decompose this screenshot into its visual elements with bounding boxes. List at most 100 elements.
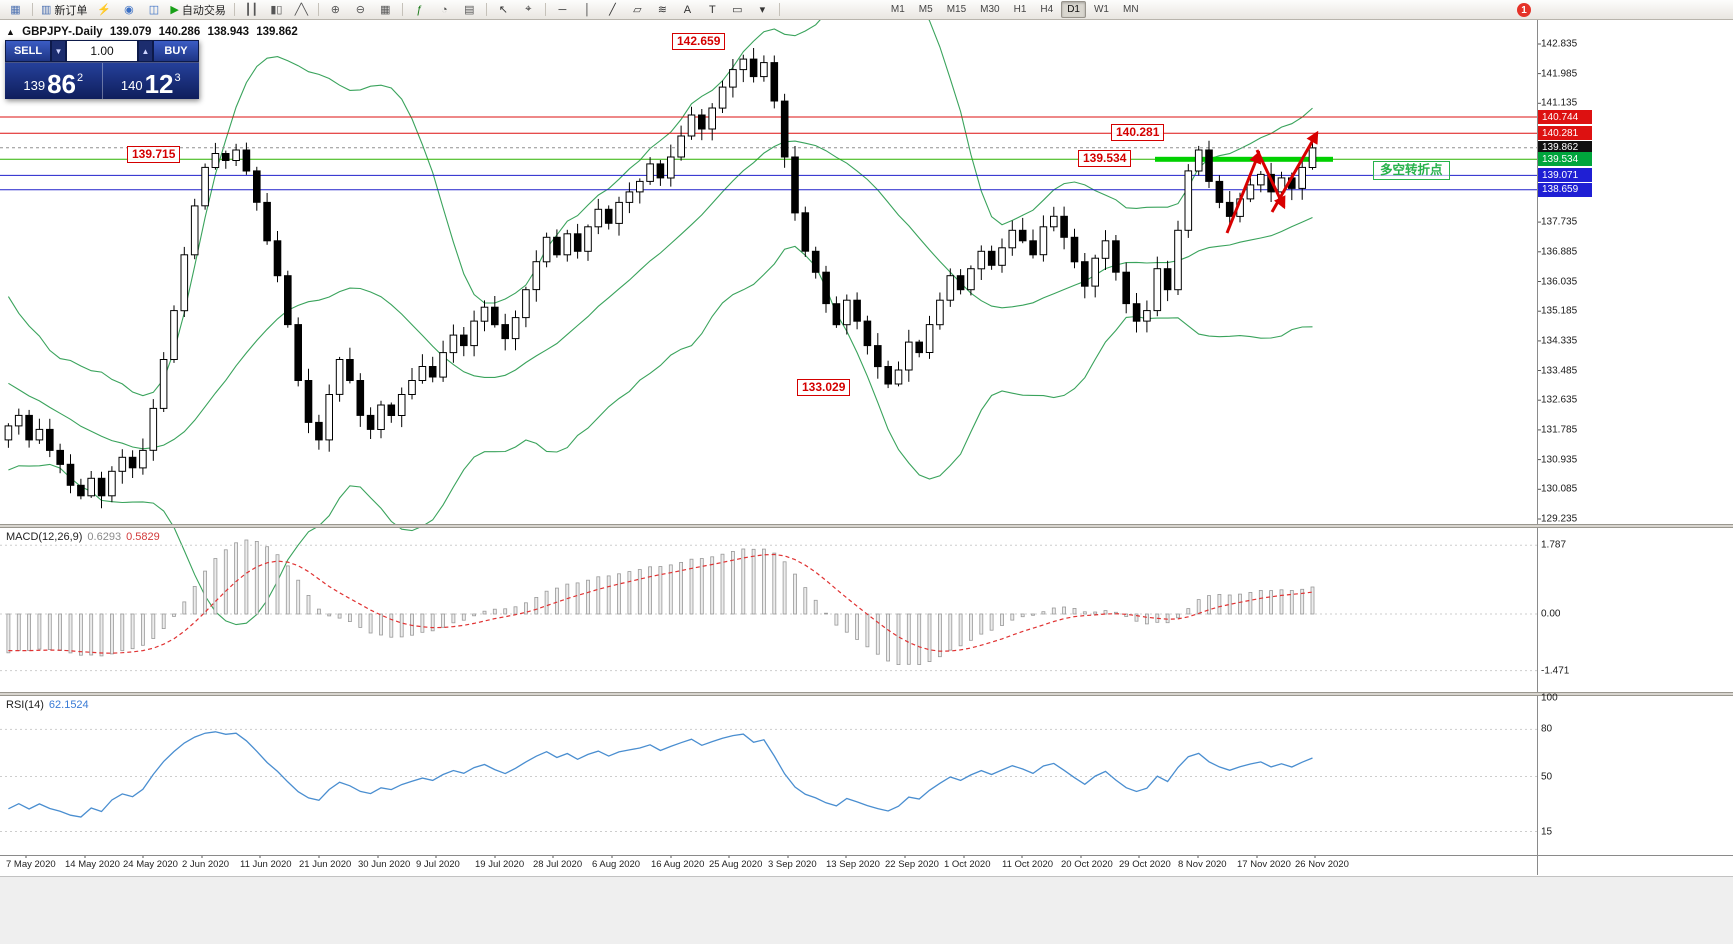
date-axis-label: 21 Jun 2020: [299, 859, 352, 870]
bar-chart-icon[interactable]: ┃┃: [239, 0, 264, 19]
trend-arrows[interactable]: [1225, 130, 1319, 234]
date-axis-label: 29 Oct 2020: [1119, 859, 1171, 870]
data-window-icon[interactable]: ◫: [141, 0, 166, 19]
volume-increase-button[interactable]: ▲: [138, 40, 153, 62]
candlestick-chart-icon[interactable]: ▮▯: [264, 0, 289, 19]
channel-icon: ▱: [633, 4, 642, 16]
timeframe-h4[interactable]: H4: [1040, 4, 1054, 15]
tile-windows-icon[interactable]: ▦: [373, 0, 398, 19]
autotrading-button[interactable]: ▶ 自动交易: [166, 0, 229, 19]
indicators-icon[interactable]: ƒ: [407, 0, 432, 19]
timeframe-m5[interactable]: M5: [918, 4, 933, 15]
quote-open: 139.079: [109, 26, 152, 38]
one-click-trading-panel: SELL ▼ ▲ BUY 139 86 2 140 12 3: [5, 40, 199, 99]
zoom-out-icon: ⊖: [355, 4, 365, 16]
date-axis-label: 30 Jun 2020: [358, 859, 411, 870]
text-icon[interactable]: A: [675, 0, 700, 19]
zoom-out-icon[interactable]: ⊖: [348, 0, 373, 19]
sell-button[interactable]: SELL: [5, 40, 51, 62]
timeframe-m15[interactable]: M15: [946, 4, 967, 15]
price-annotation-label[interactable]: 140.281: [1111, 124, 1165, 141]
dropdown-icon[interactable]: ▾: [750, 0, 775, 19]
price-axis-label: 133.485: [1541, 365, 1578, 376]
fibonacci-icon[interactable]: ≋: [650, 0, 675, 19]
date-axis-label: 26 Nov 2020: [1295, 859, 1349, 870]
data-window-icon: ◫: [148, 4, 160, 16]
trendline-icon[interactable]: ╱: [600, 0, 625, 19]
timeframe-d1[interactable]: D1: [1061, 1, 1086, 18]
date-axis-label: 24 May 2020: [123, 859, 178, 870]
label-icon: T: [709, 3, 716, 16]
price-level-label-green: 139.534: [1538, 152, 1592, 167]
rsi-axis-label: 50: [1541, 771, 1553, 782]
date-axis-label: 14 May 2020: [65, 859, 120, 870]
pivot-note-label[interactable]: 多空转折点: [1373, 161, 1450, 180]
date-axis-label: 2 Jun 2020: [182, 859, 230, 870]
timeframe-m1[interactable]: M1: [890, 4, 905, 15]
cursor-icon[interactable]: ↖: [491, 0, 516, 19]
thick-green-level-segment[interactable]: [1155, 156, 1333, 162]
toolbar-separator: [32, 3, 33, 16]
date-axis-label: 19 Jul 2020: [475, 859, 525, 870]
date-axis-label: 9 Jul 2020: [416, 859, 460, 870]
buy-price-pips: 12: [144, 69, 174, 99]
price-axis-label: 135.185: [1541, 305, 1578, 317]
label-icon[interactable]: T: [700, 0, 725, 19]
macd-axis-label: -1.471: [1541, 665, 1570, 677]
cursor-icon: ↖: [498, 4, 508, 16]
zoom-in-icon[interactable]: ⊕: [323, 0, 348, 19]
rsi-indicator-label: RSI(14) 62.1524: [6, 699, 89, 711]
panel-separator-main-macd[interactable]: [0, 524, 1733, 528]
quote-low: 138.943: [207, 26, 250, 38]
period-icon[interactable]: ◔: [432, 0, 457, 19]
favorites-icon[interactable]: ⚡: [91, 0, 116, 19]
template-icon[interactable]: ▤: [457, 0, 482, 19]
vline-icon[interactable]: │: [575, 0, 600, 19]
toolbar-separator: [401, 3, 403, 16]
symbol-title: GBPJPY-.Daily: [22, 26, 103, 38]
crosshair-icon[interactable]: ⌖: [516, 0, 541, 19]
notification-badge[interactable]: 1: [1517, 3, 1531, 17]
hline-icon[interactable]: ─: [550, 0, 575, 19]
shapes-icon[interactable]: ▭: [725, 0, 750, 19]
timeframe-m30[interactable]: M30: [980, 4, 1000, 15]
quote-high: 140.286: [158, 26, 201, 38]
toolbar-separator: [485, 3, 487, 16]
macd-indicator-label: MACD(12,26,9) 0.6293 0.5829: [6, 531, 160, 543]
date-axis-label: 20 Oct 2020: [1061, 859, 1113, 870]
price-axis-label: 130.085: [1541, 483, 1578, 495]
price-annotation-label[interactable]: 139.715: [127, 146, 181, 163]
buy-button[interactable]: BUY: [153, 40, 199, 62]
bar-chart-icon: ┃┃: [244, 4, 258, 16]
time-axis-border: [0, 855, 1733, 856]
price-axis-label: 130.935: [1541, 454, 1578, 466]
price-axis-label: 141.985: [1541, 68, 1578, 80]
rsi-axis-label: 15: [1541, 826, 1553, 837]
timeframe-h1[interactable]: H1: [1013, 4, 1027, 15]
timeframe-w1[interactable]: W1: [1093, 4, 1109, 15]
chart-window-icon[interactable]: ▦: [3, 0, 28, 19]
market-watch-icon[interactable]: ◉: [116, 0, 141, 19]
price-annotation-label[interactable]: 139.534: [1078, 150, 1132, 167]
text-icon: A: [683, 3, 692, 16]
price-annotation-label[interactable]: 142.659: [672, 33, 726, 50]
price-level-label-black: 139.862: [1538, 140, 1592, 155]
price-axis-label: 136.885: [1541, 246, 1578, 258]
toolbar-separator: [544, 3, 546, 16]
template-icon: ▤: [464, 4, 475, 16]
quote-close: 139.862: [256, 26, 298, 38]
buy-price-tile[interactable]: 140 12 3: [101, 63, 200, 99]
line-chart-icon[interactable]: ╱╲: [289, 0, 314, 19]
date-axis-label: 16 Aug 2020: [651, 859, 705, 870]
volume-input[interactable]: [66, 40, 138, 62]
sell-price-tile[interactable]: 139 86 2: [5, 63, 102, 99]
volume-decrease-button[interactable]: ▼: [51, 40, 66, 62]
timeframe-mn[interactable]: MN: [1122, 4, 1139, 15]
date-axis-label: 22 Sep 2020: [885, 859, 939, 870]
panel-separator-macd-rsi[interactable]: [0, 692, 1733, 696]
new-order-button[interactable]: ▥ 新订单: [37, 0, 91, 19]
channel-icon[interactable]: ▱: [625, 0, 650, 19]
date-axis-label: 7 May 2020: [6, 859, 56, 870]
price-annotation-label[interactable]: 133.029: [797, 379, 851, 396]
